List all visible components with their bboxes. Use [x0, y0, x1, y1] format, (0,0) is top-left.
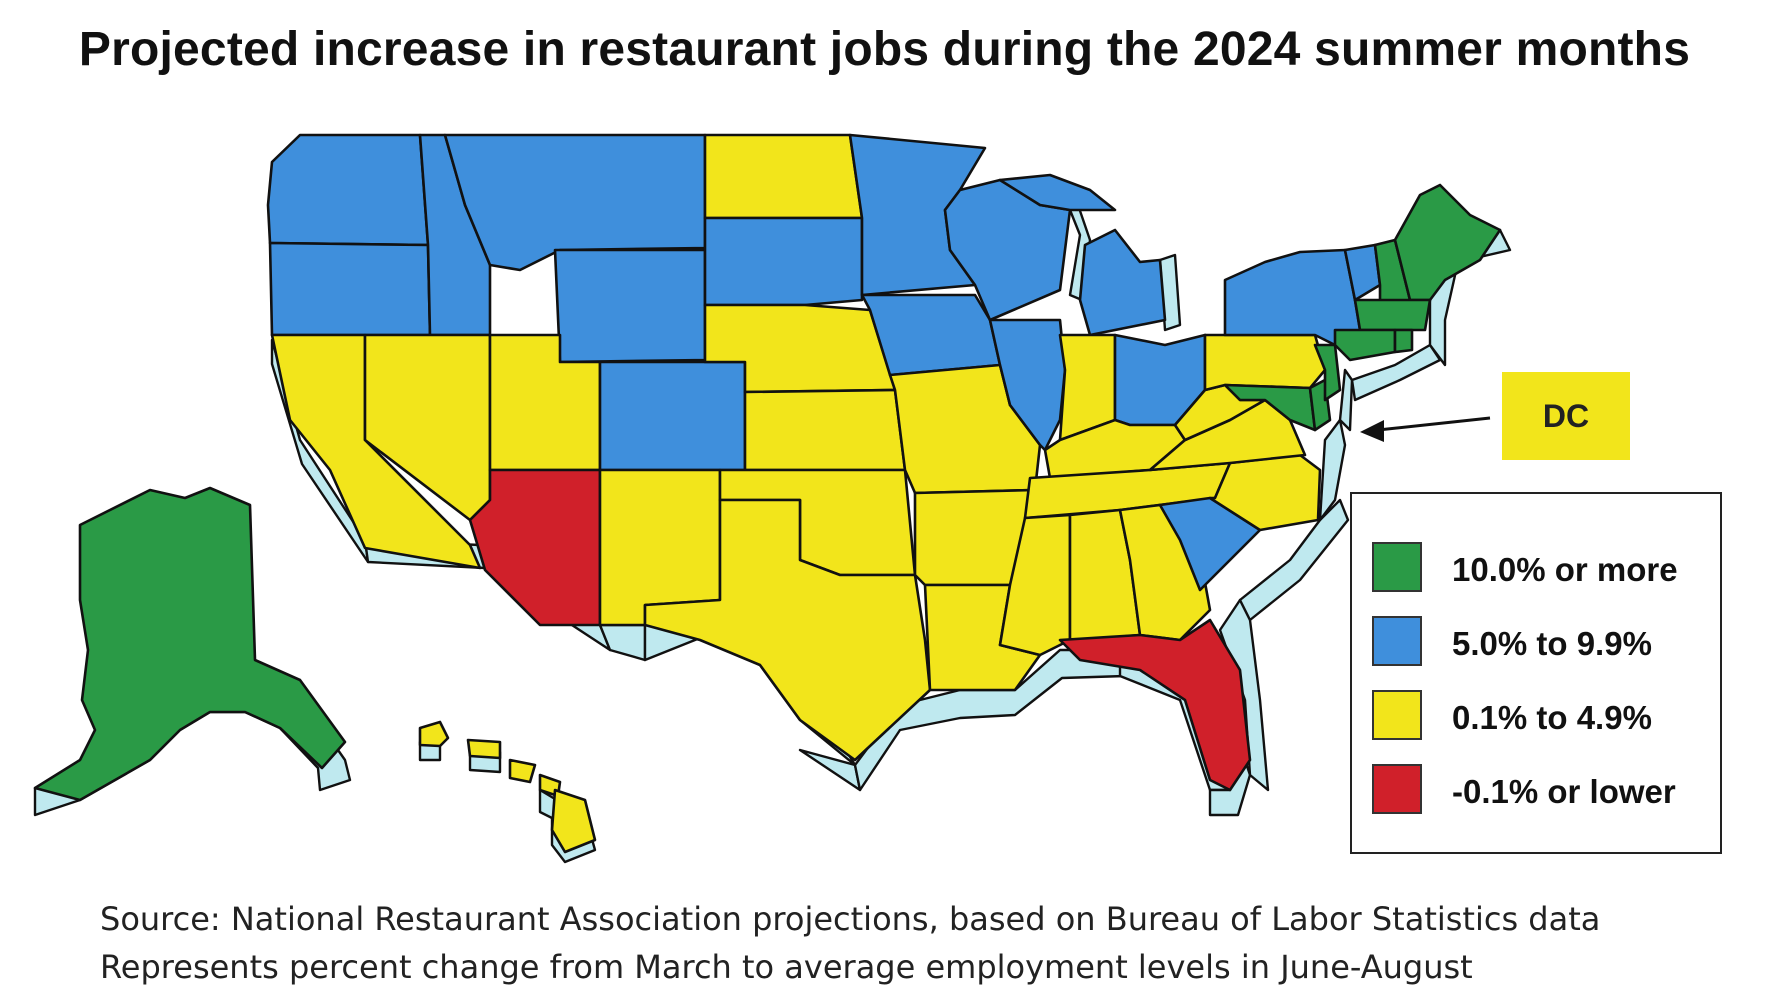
state-connecticut [1333, 328, 1397, 362]
state-oregon [268, 241, 432, 337]
state-hawaii-island-2 [466, 738, 502, 760]
state-texas [643, 498, 932, 762]
state-rhode-island [1393, 328, 1414, 354]
state-florida [1058, 618, 1252, 792]
state-hawaii-island-3 [508, 758, 537, 784]
source-line-2: Represents percent change from March to … [100, 948, 1473, 986]
state-hawaii-island-1 [418, 720, 450, 748]
legend-label: 10.0% or more [1452, 551, 1678, 588]
states-layer [33, 133, 1502, 854]
state-colorado [598, 360, 747, 472]
state-massachusetts [1353, 298, 1432, 332]
state-kansas [743, 388, 907, 472]
state-arizona [468, 468, 602, 627]
legend-label: 0.1% to 4.9% [1452, 699, 1652, 736]
legend-swatch [1372, 764, 1422, 814]
legend-swatch [1372, 690, 1422, 740]
state-north-dakota [703, 133, 864, 220]
state-pennsylvania [1203, 333, 1327, 392]
map-title: Projected increase in restaurant jobs du… [78, 23, 1691, 76]
state-south-carolina [1158, 496, 1262, 592]
state-michigan-up [998, 173, 1117, 212]
state-alaska [33, 486, 347, 802]
legend-swatch [1372, 542, 1422, 592]
state-south-dakota [703, 216, 864, 307]
state-washington [266, 133, 430, 247]
state-hawaii-big-island [550, 788, 597, 854]
dc-label: DC [1502, 372, 1630, 460]
legend: 10.0% or more 5.0% to 9.9% 0.1% to 4.9% … [1350, 492, 1722, 854]
state-new-jersey [1313, 343, 1342, 402]
legend-label: -0.1% or lower [1452, 773, 1676, 810]
source-line-1: Source: National Restaurant Association … [100, 900, 1601, 938]
state-wyoming [553, 248, 707, 364]
dc-arrow [1360, 416, 1491, 442]
legend-label: 5.0% to 9.9% [1452, 625, 1652, 662]
legend-swatch [1372, 616, 1422, 666]
state-michigan-lp [1078, 228, 1167, 337]
